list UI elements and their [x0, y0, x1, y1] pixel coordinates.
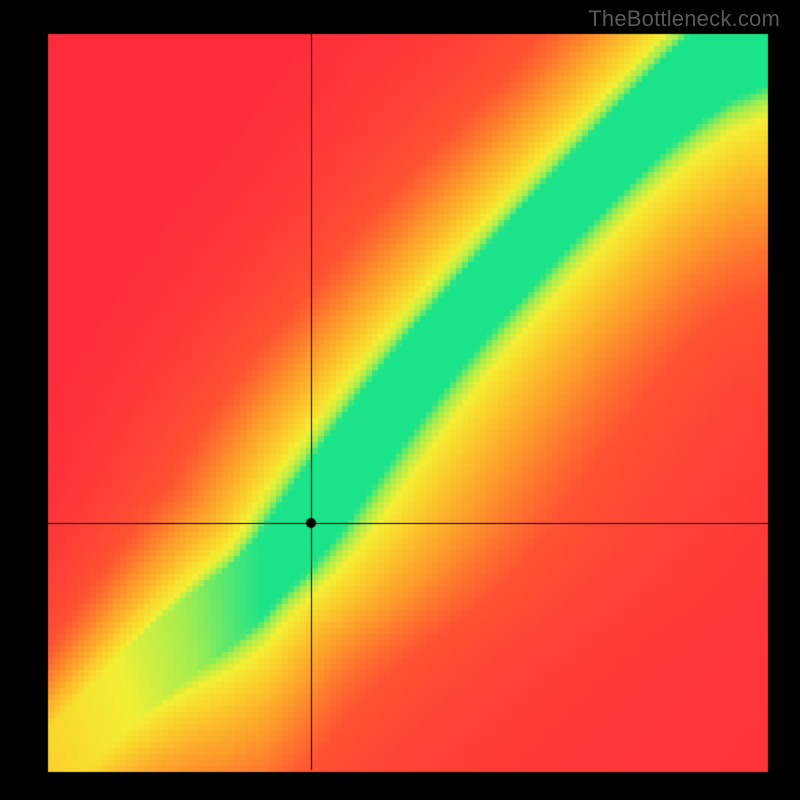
- watermark-text: TheBottleneck.com: [588, 6, 780, 32]
- heatmap-canvas: [0, 0, 800, 800]
